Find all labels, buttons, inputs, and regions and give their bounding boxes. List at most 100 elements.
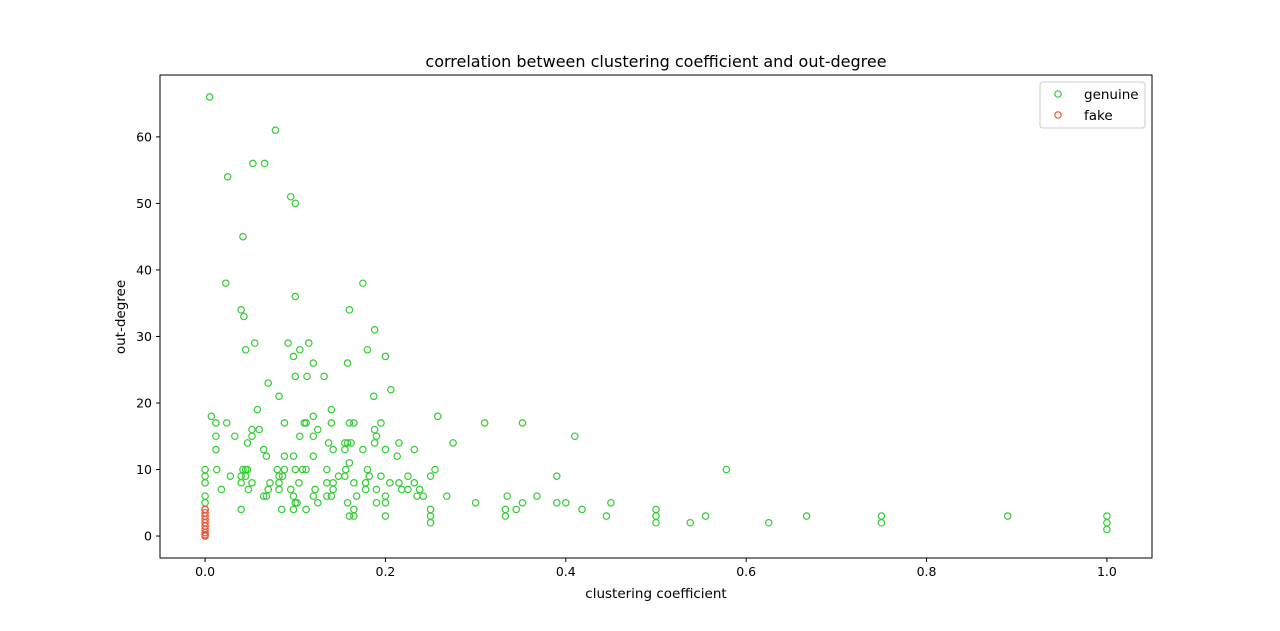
genuine-point (291, 372, 300, 381)
genuine-point (255, 425, 264, 434)
genuine-point (217, 485, 226, 494)
genuine-point (518, 419, 527, 427)
genuine-point (350, 479, 358, 487)
genuine-point (248, 432, 256, 441)
genuine-point (562, 498, 570, 507)
genuine-point (381, 445, 390, 454)
x-tick-label: 0.0 (195, 564, 215, 579)
series-genuine (201, 93, 1111, 534)
genuine-point (359, 279, 367, 288)
genuine-point (363, 345, 372, 354)
genuine-point (271, 126, 280, 135)
genuine-point (311, 485, 319, 494)
genuine-point (329, 485, 337, 494)
genuine-point (243, 439, 252, 447)
x-tick-label: 0.8 (917, 564, 937, 579)
genuine-point (410, 445, 419, 454)
genuine-point (701, 512, 710, 520)
genuine-point (578, 505, 586, 514)
genuine-point (212, 445, 220, 454)
legend-marker-fake (1054, 111, 1062, 119)
genuine-point (419, 492, 428, 500)
genuine-point (239, 465, 247, 474)
genuine-point (323, 492, 331, 500)
genuine-point (277, 505, 286, 514)
genuine-point (213, 465, 221, 474)
y-tick-label: 10 (136, 462, 152, 477)
genuine-point (877, 518, 886, 527)
genuine-point (295, 479, 303, 487)
genuine-point (359, 445, 367, 454)
genuine-point (293, 498, 301, 507)
genuine-point (295, 432, 304, 441)
genuine-point (309, 492, 318, 500)
genuine-point (201, 479, 209, 487)
genuine-point (343, 498, 352, 507)
genuine-point (237, 306, 245, 314)
genuine-point (1003, 512, 1012, 520)
genuine-point (350, 512, 358, 520)
genuine-point (343, 359, 352, 367)
genuine-point (241, 345, 250, 354)
genuine-point (395, 439, 403, 447)
genuine-point (237, 479, 245, 487)
genuine-point (291, 199, 300, 208)
genuine-point (404, 472, 412, 480)
genuine-point (309, 432, 318, 441)
genuine-point (1103, 525, 1111, 534)
genuine-point (345, 512, 354, 520)
genuine-point (381, 352, 390, 361)
genuine-point (518, 498, 527, 507)
genuine-point (266, 479, 274, 487)
genuine-point (387, 385, 395, 394)
genuine-point (363, 465, 372, 474)
genuine-point (571, 432, 579, 441)
genuine-point (327, 492, 336, 500)
genuine-point (241, 472, 250, 480)
genuine-point (259, 445, 268, 454)
genuine-point (602, 512, 611, 520)
genuine-point (327, 405, 336, 414)
y-tick-label: 20 (136, 395, 152, 410)
genuine-point (341, 472, 349, 480)
series-fake (201, 505, 209, 540)
genuine-point (314, 425, 322, 434)
genuine-point (552, 498, 561, 507)
genuine-point (304, 339, 313, 347)
legend: genuine fake (1039, 81, 1146, 129)
genuine-point (250, 339, 259, 347)
genuine-point (345, 419, 354, 427)
genuine-point (286, 192, 295, 201)
genuine-point (426, 472, 435, 480)
genuine-point (240, 312, 248, 321)
genuine-point (275, 485, 283, 494)
genuine-point (501, 512, 510, 520)
genuine-point (426, 518, 435, 527)
genuine-point (410, 479, 419, 487)
genuine-point (386, 479, 394, 487)
genuine-point (291, 292, 300, 301)
y-tick-label: 30 (136, 329, 152, 344)
genuine-point (237, 505, 245, 514)
genuine-point (239, 232, 247, 241)
genuine-point (324, 439, 333, 447)
plot-frame (159, 74, 1153, 559)
genuine-point (370, 425, 379, 434)
genuine-point (404, 485, 412, 494)
genuine-point (223, 172, 232, 181)
genuine-point (347, 439, 355, 447)
genuine-point (295, 345, 304, 354)
genuine-point (431, 465, 439, 474)
y-axis: 0 10 20 30 40 50 60 (136, 129, 160, 544)
genuine-point (365, 472, 374, 480)
genuine-point (370, 439, 379, 447)
genuine-point (381, 498, 390, 507)
genuine-point (372, 498, 381, 507)
genuine-point (314, 498, 322, 507)
genuine-point (395, 479, 403, 487)
chart-title: correlation between clustering coefficie… (425, 52, 886, 71)
genuine-point (222, 279, 230, 288)
genuine-point (264, 485, 273, 494)
genuine-point (350, 419, 358, 427)
